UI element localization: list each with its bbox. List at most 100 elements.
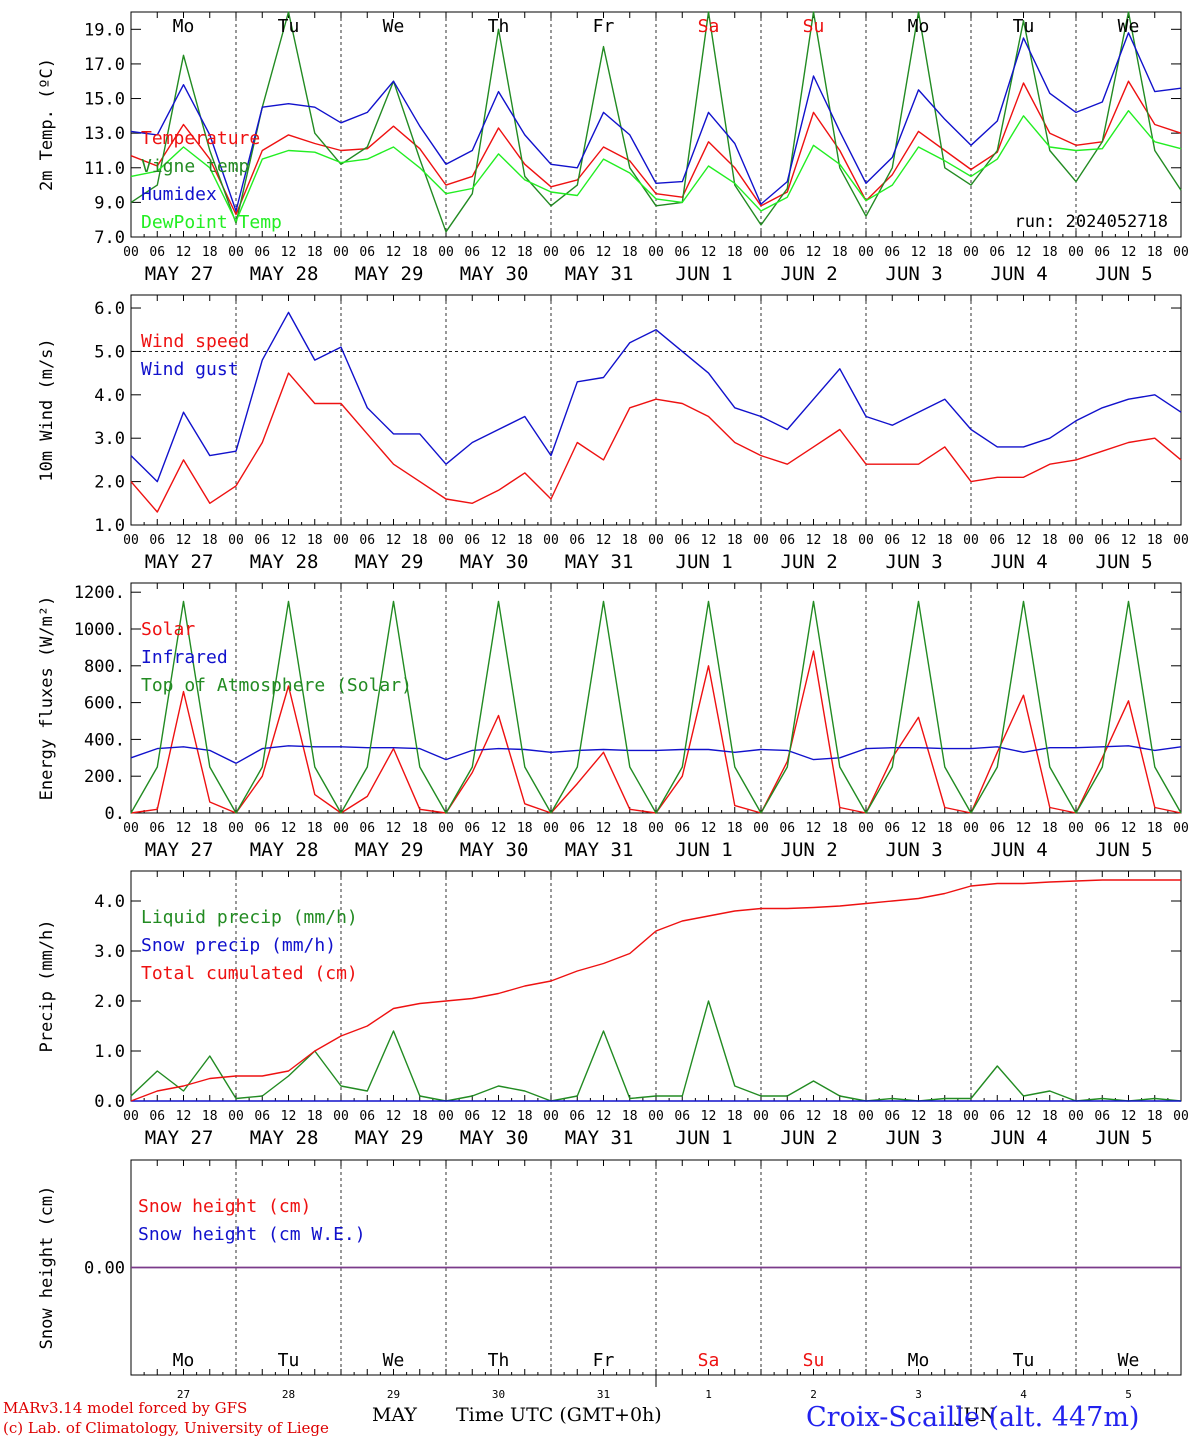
hour-label: 12 <box>701 533 717 548</box>
date-label: JUN 1 <box>676 551 733 573</box>
hour-label: 00 <box>1173 821 1189 836</box>
hour-label: 18 <box>412 821 428 836</box>
hour-label: 00 <box>333 533 349 548</box>
time-axis-title: Time UTC (GMT+0h) <box>456 1404 662 1426</box>
weekday-label: Su <box>803 16 825 37</box>
date-label: MAY 28 <box>250 263 319 285</box>
weekday-label: Th <box>488 1350 510 1371</box>
day-number-label: 4 <box>1020 1388 1027 1401</box>
hour-label: 12 <box>281 1109 297 1124</box>
hour-label: 06 <box>149 821 165 836</box>
hour-label: 12 <box>806 533 822 548</box>
hour-label: 12 <box>491 821 507 836</box>
hour-label: 00 <box>438 821 454 836</box>
day-number-label: 30 <box>492 1388 505 1401</box>
hour-label: 06 <box>674 245 690 260</box>
panel-1: 7.0 9.0 11.0 13.0 15.0 17.0 19.0 2m Temp. (ºC) T… <box>37 11 1189 285</box>
y-tick-label: 0. <box>105 804 125 824</box>
hour-label: 12 <box>596 1109 612 1124</box>
hour-label: 18 <box>517 821 533 836</box>
hour-label: 00 <box>1173 1109 1189 1124</box>
date-label: JUN 1 <box>676 263 733 285</box>
hour-label: 00 <box>1068 245 1084 260</box>
hour-label: 06 <box>1094 245 1110 260</box>
hour-label: 00 <box>333 821 349 836</box>
day-number-label: 31 <box>597 1388 610 1401</box>
weekday-label: Th <box>488 16 510 37</box>
series-line-wind-gust <box>130 311 1182 483</box>
date-label: MAY 29 <box>355 263 424 285</box>
hour-label: 00 <box>333 1109 349 1124</box>
hour-label: 06 <box>254 1109 270 1124</box>
legend-entry: Snow precip (mm/h) <box>141 935 336 956</box>
weekday-label: We <box>1118 16 1140 37</box>
series-line-top-of-atmosphere-solar- <box>130 600 1182 814</box>
hour-label: 18 <box>1147 1109 1163 1124</box>
hour-label: 06 <box>1094 1109 1110 1124</box>
legend-entry: Snow height (cm) <box>138 1196 311 1217</box>
hour-label: 12 <box>911 821 927 836</box>
hour-label: 06 <box>989 245 1005 260</box>
hour-label: 00 <box>228 1109 244 1124</box>
hour-label: 06 <box>884 245 900 260</box>
hour-label: 06 <box>779 821 795 836</box>
hour-label: 00 <box>963 245 979 260</box>
y-tick-label: 3.0 <box>94 942 125 962</box>
date-label: MAY 29 <box>355 839 424 861</box>
hour-label: 00 <box>333 245 349 260</box>
hour-label: 00 <box>753 533 769 548</box>
hour-label: 00 <box>858 1109 874 1124</box>
y-axis-title: 2m Temp. (ºC) <box>37 58 57 191</box>
hour-label: 00 <box>123 245 139 260</box>
hour-label: 12 <box>176 245 192 260</box>
hour-label: 12 <box>491 533 507 548</box>
hour-label: 06 <box>1094 533 1110 548</box>
month-label-jun: JUN <box>956 1404 997 1426</box>
hour-label: 12 <box>386 533 402 548</box>
hour-label: 00 <box>543 245 559 260</box>
date-label: MAY 28 <box>250 1127 319 1149</box>
hour-label: 00 <box>648 821 664 836</box>
hour-label: 12 <box>1016 821 1032 836</box>
hour-label: 00 <box>963 1109 979 1124</box>
series-line-wind-speed <box>130 372 1182 513</box>
y-tick-label: 6.0 <box>94 299 125 319</box>
hour-label: 18 <box>937 533 953 548</box>
hour-label: 12 <box>911 1109 927 1124</box>
legend-entry: Temperature <box>141 128 260 149</box>
date-label: JUN 2 <box>781 263 838 285</box>
hour-label: 06 <box>254 245 270 260</box>
date-label: MAY 27 <box>145 551 214 573</box>
hour-label: 00 <box>123 1109 139 1124</box>
day-number-label: 29 <box>387 1388 400 1401</box>
hour-label: 06 <box>149 245 165 260</box>
hour-label: 12 <box>176 533 192 548</box>
hour-label: 06 <box>464 533 480 548</box>
series-line-temperature <box>130 80 1182 216</box>
date-label: JUN 2 <box>781 1127 838 1149</box>
hour-label: 06 <box>989 1109 1005 1124</box>
panel-3: 0. 200. 400. 600. 800. 1000. 1200. Energy fluxe… <box>37 582 1189 861</box>
hour-label: 00 <box>648 1109 664 1124</box>
weekday-label: We <box>383 1350 405 1371</box>
hour-label: 00 <box>1173 533 1189 548</box>
run-label: run: 2024052718 <box>1014 212 1168 232</box>
hour-label: 12 <box>806 1109 822 1124</box>
date-label: MAY 27 <box>145 263 214 285</box>
weekday-label: Sa <box>698 16 720 37</box>
hour-label: 18 <box>1147 245 1163 260</box>
y-tick-label: 17.0 <box>84 55 125 75</box>
y-tick-label: 4.0 <box>94 892 125 912</box>
y-tick-label: 800. <box>84 657 125 677</box>
hour-label: 00 <box>123 533 139 548</box>
hour-label: 06 <box>464 245 480 260</box>
y-tick-label: 600. <box>84 694 125 714</box>
weekday-label: We <box>383 16 405 37</box>
hour-label: 06 <box>884 821 900 836</box>
hour-label: 18 <box>832 533 848 548</box>
hour-label: 00 <box>228 245 244 260</box>
date-label: JUN 5 <box>1096 839 1153 861</box>
hour-label: 00 <box>228 533 244 548</box>
station-label: Croix-Scaille (alt. 447m) <box>806 1402 1140 1433</box>
series-line-infrared <box>130 745 1182 764</box>
